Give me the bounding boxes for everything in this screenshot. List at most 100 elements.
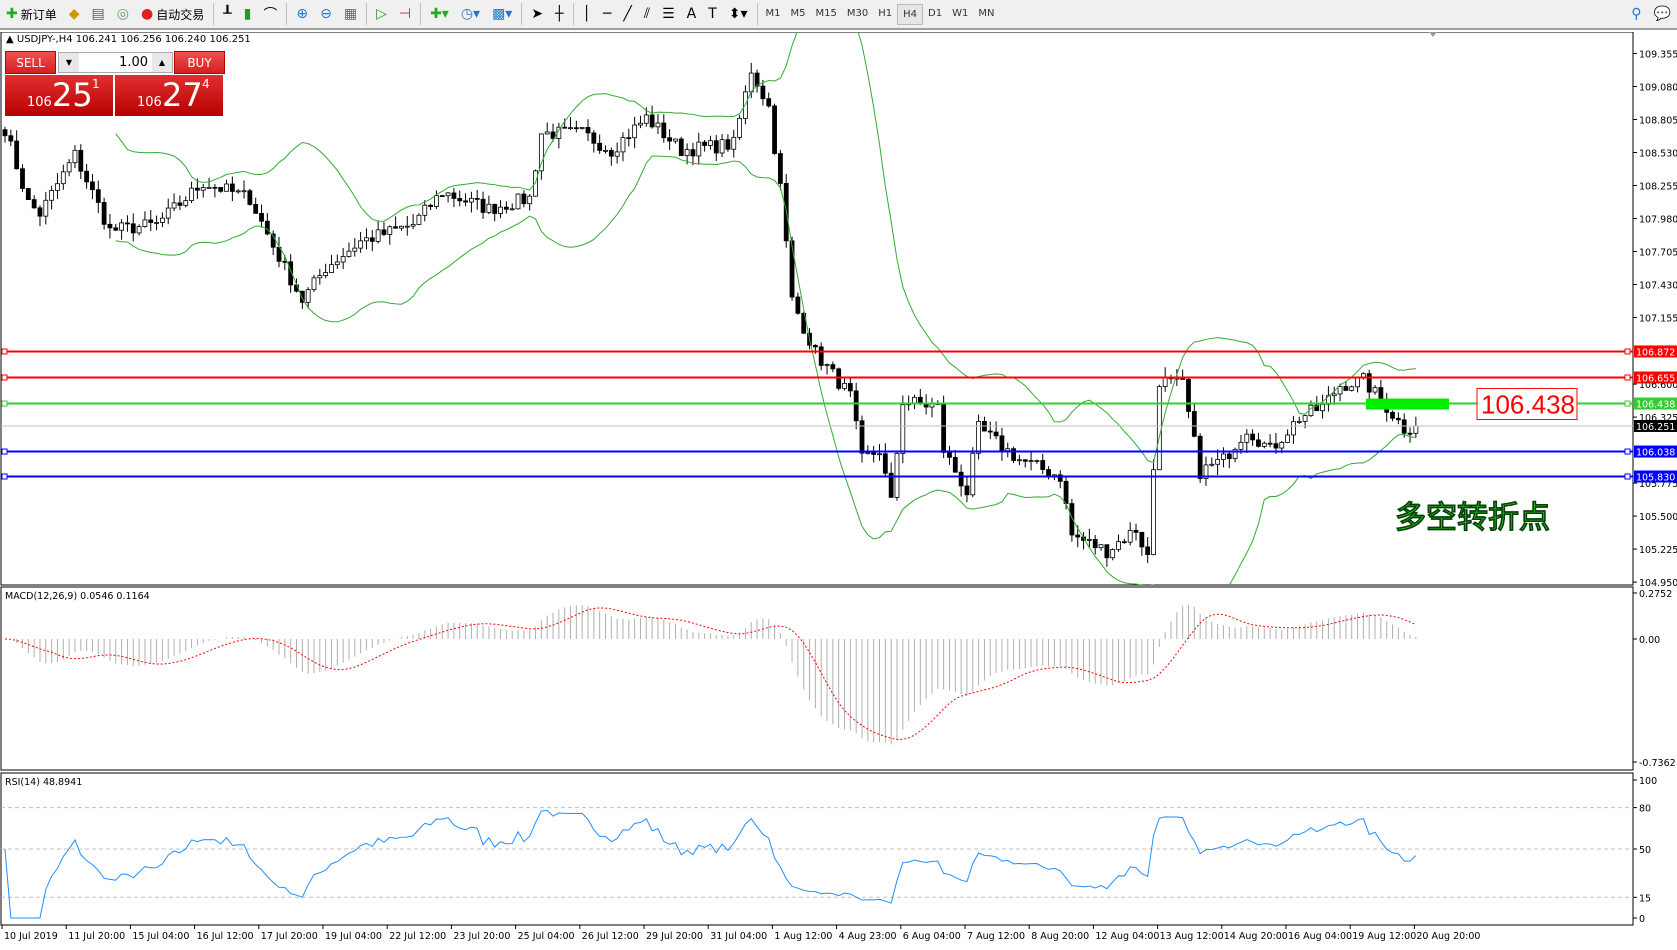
timeframe-m5[interactable]: M5 [790,7,806,19]
candle [183,196,189,208]
candle [1256,432,1261,448]
candle-body [777,153,783,184]
collapse-icon[interactable]: ▲ [6,34,14,45]
bar-chart-button[interactable]: ┸ [217,2,237,26]
text-button[interactable]: A [681,2,703,26]
candle-body [317,275,323,279]
candle [49,185,55,210]
candle-body [1057,474,1063,482]
time-label: 11 Jul 20:00 [68,931,125,942]
sell-button[interactable]: SELL [5,51,56,74]
candle-body [340,256,346,263]
candle-body [78,149,84,172]
text-icon: A [686,6,697,22]
arrows-button[interactable]: ⬍▾ [723,2,754,26]
price-line-label: 106.438 [1636,400,1675,411]
candle [1092,535,1098,555]
candle [148,210,154,232]
candle [1395,412,1401,425]
timeframe-h4[interactable]: H4 [897,3,924,25]
autoscroll-button[interactable]: ▷ [370,2,393,26]
periods-button[interactable]: ◷▾ [455,2,486,26]
candle-body [43,199,49,217]
chat-icon: 💬 [1653,6,1671,22]
candle-body [562,126,568,129]
candle-body [632,124,638,139]
candle [731,129,737,158]
timeframe-w1[interactable]: W1 [952,7,969,19]
new-order-icon: ✚ [6,6,18,22]
horizontal-line-button[interactable]: ─ [597,2,617,26]
candle [340,247,346,270]
fibonacci-button[interactable]: ☰ [656,2,681,26]
timeframe-h1[interactable]: H1 [878,7,893,19]
timeframe-mn[interactable]: MN [978,7,995,19]
lot-increase-icon[interactable]: ▲ [152,53,172,72]
candle [498,200,503,219]
candle-body [1320,403,1325,412]
zoom-in-button[interactable]: ⊕ [290,2,314,26]
candle-body [859,420,865,454]
auto-trading-button[interactable]: ● 自动交易 [135,2,210,26]
equidistant-channel-icon: ⫽ [643,6,651,22]
buy-button[interactable]: BUY [174,51,225,74]
candle-body [37,207,43,217]
terminal-button[interactable]: ▤ [86,2,111,26]
time-label: 7 Aug 12:00 [967,931,1025,942]
lot-size-input[interactable]: ▼ 1.00 ▲ [58,52,173,73]
indicators-button[interactable]: ✚▾ [424,2,455,26]
candle [900,395,906,464]
candle-body [1191,411,1197,437]
candle-body [8,135,14,142]
macd-signal-line [4,607,1417,740]
chat-button[interactable]: 💬 [1648,2,1677,26]
chart-area[interactable]: 109.355 109.080 108.805 108.530 108.255 107.9… [0,32,1677,950]
price-tick-label: 105.775 [1639,479,1677,490]
signals-button[interactable]: ◎ [111,2,135,26]
tile-windows-button[interactable]: ▦ [338,2,363,26]
lot-value[interactable]: 1.00 [119,55,148,70]
search-button[interactable]: ⚲ [1625,2,1647,26]
timeframe-m1[interactable]: M1 [765,7,781,19]
candle [218,187,224,193]
candle-body [638,122,643,126]
text-label-button[interactable]: T [702,2,723,26]
metaeditor-button[interactable]: ◆ [63,2,86,26]
candle [1221,447,1226,468]
timeframe-m30[interactable]: M30 [846,7,869,19]
candle [947,445,952,465]
timeframe-m15[interactable]: M15 [815,7,837,19]
price-line-label: 106.655 [1636,374,1675,385]
cursor-button[interactable]: ➤ [525,2,549,26]
candle [667,129,673,151]
timeframe-d1[interactable]: D1 [928,7,943,19]
candle [1226,452,1232,469]
candle-body [678,138,684,156]
candle [678,136,684,156]
time-label: 16 Jul 12:00 [197,931,254,942]
candle-body [1221,453,1226,460]
line-chart-button[interactable]: ⌒ [257,2,283,26]
time-label: 4 Aug 23:00 [839,931,897,942]
sell-price[interactable]: 106 25 1 [5,75,113,116]
candle-chart-button[interactable]: ▮ [238,2,258,26]
crosshair-button[interactable]: ┼ [549,2,569,26]
candle [673,138,678,144]
candle-body [1314,404,1320,412]
buy-price[interactable]: 106 27 4 [115,75,223,116]
rsi-tick-label: 100 [1639,776,1657,787]
price-tick-label: 107.980 [1639,215,1677,226]
channel-button[interactable]: ⫽ [638,2,656,26]
candle [206,177,212,189]
trendline-button[interactable]: ╱ [617,2,637,26]
candle-body [1151,469,1156,556]
candle [358,231,364,253]
templates-button[interactable]: ▩▾ [486,2,518,26]
new-order-button[interactable]: ✚ 新订单 [0,2,63,26]
lot-decrease-icon[interactable]: ▼ [59,53,79,72]
candle-body [183,200,189,206]
candle [824,363,830,375]
vertical-line-button[interactable]: │ [577,2,597,26]
chart-shift-button[interactable]: ⊣ [393,2,417,26]
zoom-out-button[interactable]: ⊖ [314,2,338,26]
